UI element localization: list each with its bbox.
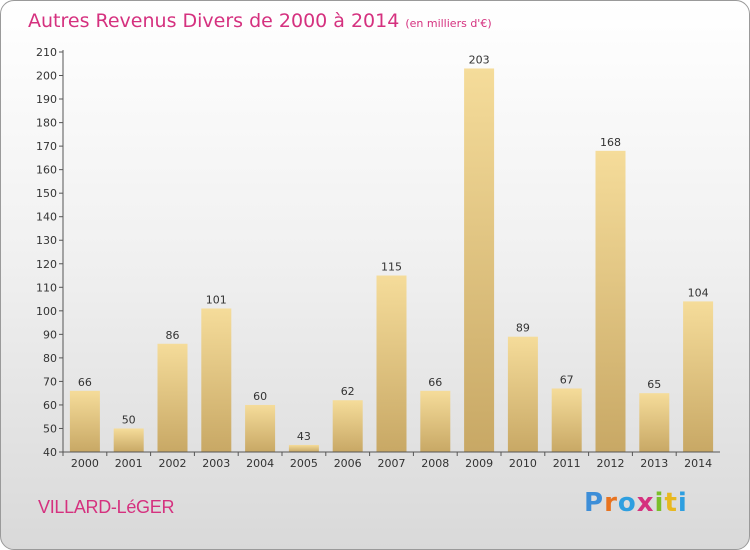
x-tick-label-2000: 2000 (71, 457, 99, 470)
chart-title-text: Autres Revenus Divers de 2000 à 2014 (28, 10, 400, 32)
x-tick-label-2010: 2010 (509, 457, 537, 470)
commune-name: VILLARD-LéGER (38, 497, 175, 517)
bar-2002 (157, 343, 188, 452)
y-tick-label-100: 100 (36, 305, 57, 318)
x-tick-label-2011: 2011 (553, 457, 581, 470)
x-tick-label-2002: 2002 (159, 457, 187, 470)
bar-2000 (69, 390, 100, 452)
chart-subtitle: (en milliers d'€) (405, 17, 492, 30)
x-tick-label-2008: 2008 (421, 457, 449, 470)
bar-2013 (639, 393, 670, 452)
data-label-2007: 115 (381, 261, 402, 274)
data-label-2005: 43 (297, 430, 311, 443)
chart-title: Autres Revenus Divers de 2000 à 2014 (en … (28, 10, 492, 32)
data-label-2009: 203 (469, 53, 490, 66)
y-tick-label-50: 50 (43, 422, 57, 435)
data-label-2014: 104 (688, 286, 709, 299)
y-tick-label-160: 160 (36, 164, 57, 177)
y-tick-label-180: 180 (36, 117, 57, 130)
data-label-2013: 65 (647, 378, 661, 391)
x-tick-label-2003: 2003 (202, 457, 230, 470)
y-tick-label-130: 130 (36, 234, 57, 247)
bar-2012 (595, 150, 626, 452)
bar-2009 (464, 68, 495, 453)
x-tick-label-2013: 2013 (640, 457, 668, 470)
bar-2007 (376, 275, 407, 452)
y-tick-label-60: 60 (43, 399, 57, 412)
bar-2004 (245, 404, 276, 452)
data-label-2008: 66 (428, 376, 442, 389)
y-tick-label-190: 190 (36, 93, 57, 106)
y-tick-label-120: 120 (36, 258, 57, 271)
y-tick-label-70: 70 (43, 375, 57, 388)
data-label-2010: 89 (516, 322, 530, 335)
bar-2003 (201, 308, 232, 452)
y-tick-label-210: 210 (36, 46, 57, 59)
x-tick-label-2014: 2014 (684, 457, 712, 470)
y-tick-label-140: 140 (36, 211, 57, 224)
bar-2001 (113, 428, 144, 452)
data-label-2003: 101 (206, 293, 227, 306)
bar-2006 (332, 400, 363, 452)
y-tick-label-40: 40 (43, 446, 57, 459)
bar-2010 (507, 336, 538, 452)
x-tick-label-2006: 2006 (334, 457, 362, 470)
data-label-2012: 168 (600, 136, 621, 149)
y-tick-label-80: 80 (43, 352, 57, 365)
data-label-2001: 50 (122, 413, 136, 426)
y-tick-label-200: 200 (36, 70, 57, 83)
bar-2014 (683, 301, 714, 452)
proxiti-logo: Proxiti (584, 488, 688, 518)
x-tick-label-2001: 2001 (115, 457, 143, 470)
data-label-2011: 67 (560, 373, 574, 386)
x-tick-label-2004: 2004 (246, 457, 274, 470)
bar-2008 (420, 390, 451, 452)
y-tick-label-150: 150 (36, 187, 57, 200)
x-tick-label-2007: 2007 (378, 457, 406, 470)
y-tick-label-90: 90 (43, 328, 57, 341)
axes-layer: 2000 2001 2002 2003 2004 2005 2006 2007 2008 2009… (36, 46, 720, 470)
bar-2005 (288, 444, 319, 452)
data-label-2002: 86 (166, 329, 180, 342)
x-tick-label-2005: 2005 (290, 457, 318, 470)
x-tick-label-2012: 2012 (597, 457, 625, 470)
data-label-2004: 60 (253, 390, 267, 403)
data-label-2006: 62 (341, 385, 355, 398)
bar-2011 (551, 388, 582, 452)
data-label-2000: 66 (78, 376, 92, 389)
x-tick-label-2009: 2009 (465, 457, 493, 470)
bars-layer: 66 50 86 101 60 43 62 115 66 203 89 67 168 65 104 (69, 53, 714, 453)
y-tick-label-110: 110 (36, 281, 57, 294)
y-tick-label-170: 170 (36, 140, 57, 153)
